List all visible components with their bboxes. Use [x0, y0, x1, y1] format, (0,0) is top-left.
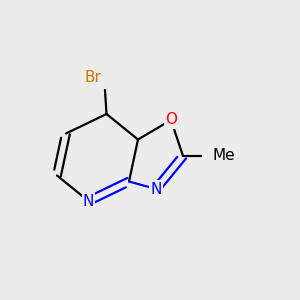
Text: N: N	[83, 194, 94, 208]
Text: Br: Br	[85, 70, 101, 86]
Text: O: O	[165, 112, 177, 128]
Text: N: N	[150, 182, 162, 196]
Text: Me: Me	[213, 148, 236, 164]
